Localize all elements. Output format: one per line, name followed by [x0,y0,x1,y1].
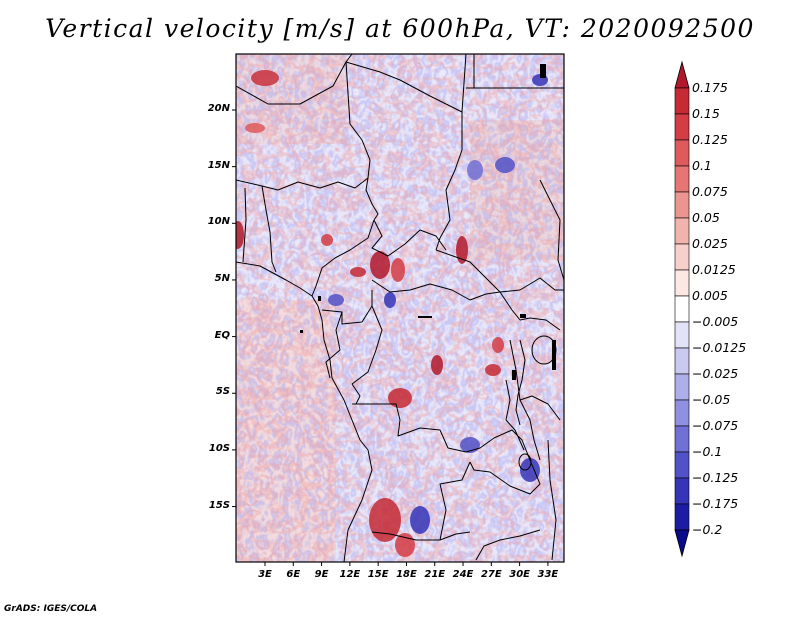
x-axis-ticks [264,562,549,566]
x-tick-label: 24E [452,569,474,580]
colorbar-label: −0.005 [692,314,739,329]
colorbar-swatch [674,321,690,349]
colorbar-label: 0.05 [692,210,720,225]
country-borders [236,54,564,562]
colorbar-swatch [674,217,690,245]
x-tick-label: 27E [480,569,502,580]
colorbar-swatch [674,477,690,505]
lake-markers [300,64,556,380]
colorbar-swatch [674,451,690,479]
y-axis-ticks [232,109,236,508]
colorbar-swatch [674,191,690,219]
vertical-velocity-field [236,54,564,562]
colorbar-swatch [674,373,690,401]
x-tick-label: 12E [339,569,361,580]
colorbar-label: 0.0125 [692,262,736,277]
x-tick-label: 33E [537,569,559,580]
x-tick-label: 21E [424,569,446,580]
colorbar-swatch [674,243,690,271]
y-tick-label: 10N [207,216,230,228]
colorbar-swatch [674,113,690,141]
colorbar-label: 0.175 [692,80,728,95]
y-tick-label: 20N [207,103,230,114]
colorbar-swatch [674,295,690,323]
colorbar [674,60,690,558]
colorbar-swatch [674,503,690,531]
x-tick-label: 30E [509,569,530,580]
colorbar-swatch [674,347,690,375]
x-tick-label: 15E [367,569,389,580]
colorbar-swatch [674,87,690,115]
y-tick-label: 5N [214,272,230,284]
colorbar-swatch [674,425,690,453]
colorbar-label: −0.175 [692,496,739,511]
y-tick-label: 15N [207,159,230,171]
y-tick-label: 5S [215,386,230,398]
colorbar-label: −0.05 [692,392,731,407]
y-tick-label: 10S [208,442,230,454]
colorbar-label: −0.125 [692,470,739,485]
colorbar-label: 0.075 [692,184,728,199]
colorbar-min-arrow [674,529,690,558]
colorbar-label: 0.125 [692,132,728,147]
colorbar-swatch [674,165,690,193]
colorbar-label: −0.075 [692,418,739,433]
x-tick-label: 18E [396,569,417,580]
y-tick-label: 15S [208,499,230,511]
colorbar-label: 0.1 [692,158,712,173]
colorbar-label: −0.1 [692,444,723,459]
colorbar-swatch [674,399,690,427]
grads-credit: GrADS: IGES/COLA [4,604,98,614]
map-frame [235,53,565,563]
colorbar-max-arrow [674,60,690,89]
colorbar-label: −0.2 [692,522,723,537]
colorbar-swatch [674,139,690,167]
x-tick-label: 3E [258,569,272,580]
colorbar-swatch [674,269,690,297]
colorbar-label: −0.025 [692,366,739,381]
map-title: Vertical velocity [m/s] at 600hPa, VT: 2… [45,14,755,43]
colorbar-label: −0.0125 [692,340,747,355]
colorbar-label: 0.005 [692,288,728,303]
y-tick-label: EQ [214,329,230,341]
x-tick-label: 9E [314,569,329,580]
x-tick-label: 6E [286,569,301,580]
colorbar-label: 0.15 [692,106,720,121]
colorbar-label: 0.025 [692,236,728,251]
